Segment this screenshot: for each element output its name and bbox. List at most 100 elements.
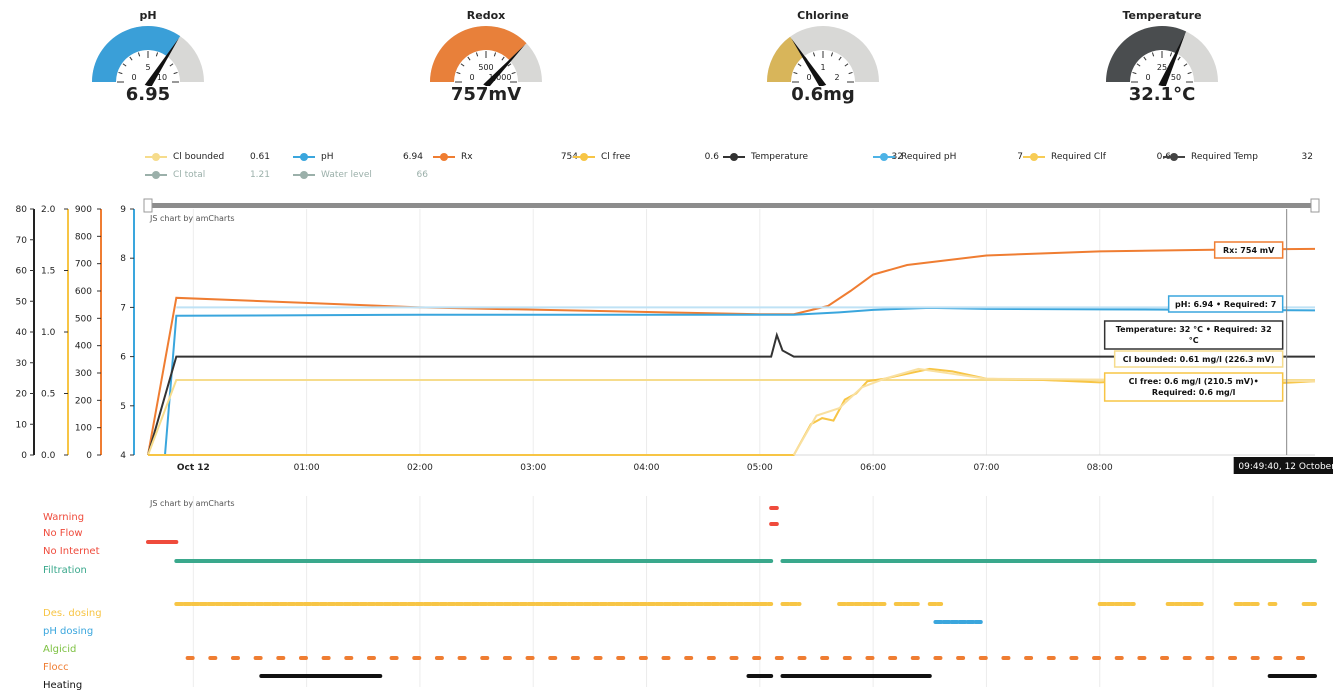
legend-marker-icon bbox=[145, 171, 167, 179]
gauge-title: Temperature bbox=[1122, 9, 1202, 22]
main-line-chart: 807060504030201002.01.51.00.50.090080070… bbox=[16, 198, 1333, 474]
cursor-label: 09:49:40, 12 October bbox=[1238, 462, 1333, 472]
balloon-text: Rx: 754 mV bbox=[1223, 246, 1275, 255]
gauge-tick bbox=[137, 52, 141, 57]
y-tick-label: 50 bbox=[16, 297, 28, 307]
status-row-label: Warning bbox=[43, 512, 85, 523]
gauge-tick bbox=[169, 63, 174, 67]
gauge-max-label: 10 bbox=[157, 73, 167, 82]
gauge-mid-label: 25 bbox=[1157, 63, 1167, 72]
y-tick-label: 20 bbox=[16, 390, 28, 400]
balloon-box bbox=[1167, 295, 1284, 313]
y-tick-label: 2.0 bbox=[41, 205, 56, 215]
legend-row: Cl bounded 0.61 pH 6.94 Rx 754 Cl free 0.6 Tempe… bbox=[145, 148, 1315, 166]
gauge-min-label: 0 bbox=[1145, 73, 1150, 82]
status-row-label: Algicid bbox=[43, 644, 77, 655]
y-tick-label: 1.5 bbox=[41, 267, 55, 277]
gauge-tick bbox=[844, 63, 849, 67]
legend-value: 6.94 bbox=[402, 152, 423, 162]
balloon-text: Cl bounded: 0.61 mg/l (226.3 mV) bbox=[1123, 355, 1275, 364]
scrollbar-right-handle[interactable] bbox=[1310, 198, 1320, 213]
gauge-min-label: 0 bbox=[806, 73, 811, 82]
x-tick-label: 08:00 bbox=[1087, 463, 1113, 473]
gauge-ph: pH 0 5 10 6.95 bbox=[48, 0, 248, 105]
x-tick-label: 01:00 bbox=[294, 463, 320, 473]
y-tick-label: 400 bbox=[75, 342, 92, 352]
gauge-reading: 32.1°C bbox=[1128, 84, 1196, 105]
y-tick-label: 10 bbox=[16, 420, 28, 430]
balloon-box bbox=[1213, 241, 1284, 259]
gauge-min-label: 0 bbox=[131, 73, 136, 82]
balloon-text: pH: 6.94 • Required: 7 bbox=[1175, 300, 1276, 309]
x-tick-label: 04:00 bbox=[634, 463, 660, 473]
y-tick-label: 200 bbox=[75, 396, 92, 406]
legend-label: pH bbox=[321, 152, 334, 162]
y-tick-label: 4 bbox=[120, 451, 126, 461]
legend-value: 32 bbox=[891, 152, 903, 162]
balloon-text: Required: 0.6 mg/l bbox=[1152, 388, 1236, 397]
legend-marker-icon bbox=[723, 153, 745, 161]
chart-credit: JS chart by amCharts bbox=[149, 214, 235, 223]
legend-label: Water level bbox=[321, 170, 372, 180]
cursor-label-box bbox=[1233, 457, 1333, 474]
series-line-required-clf bbox=[792, 367, 1316, 456]
legend-marker-icon bbox=[293, 153, 315, 161]
gauge-tick bbox=[797, 63, 802, 67]
gauge-fill bbox=[92, 26, 181, 83]
gauge-inner bbox=[1131, 51, 1193, 82]
y-tick-label: 6 bbox=[120, 353, 126, 363]
gauge-tick bbox=[1177, 56, 1181, 61]
gauge-temperature: Temperature 0 25 50 32.1°C bbox=[1062, 0, 1262, 105]
legend-label: Cl bounded bbox=[173, 152, 225, 162]
status-row-label: No Flow bbox=[43, 528, 83, 539]
y-tick-label: 40 bbox=[16, 328, 28, 338]
status-row-label: No Internet bbox=[43, 546, 100, 557]
gauge-redox: Redox 0 500 1,000 757mV bbox=[386, 0, 586, 105]
gauge-dial: 05 10 bbox=[92, 26, 204, 86]
gauge-mid-label: 5 bbox=[145, 63, 150, 72]
gauge-tick bbox=[848, 71, 853, 75]
series-line-cl-bounded bbox=[147, 378, 1315, 456]
legend-label: Required Temp bbox=[1191, 152, 1258, 162]
gauge-needle bbox=[791, 38, 827, 86]
gauge-title: Chlorine bbox=[797, 9, 849, 22]
series-line-ph bbox=[148, 306, 1316, 456]
gauge-title: pH bbox=[139, 9, 157, 22]
gauge-tick bbox=[793, 71, 798, 75]
gauge-tick bbox=[830, 52, 834, 57]
legend-marker-icon bbox=[145, 153, 167, 161]
legend-value: 0.6 bbox=[704, 152, 719, 162]
gauge-track bbox=[767, 26, 879, 82]
y-tick-label: 8 bbox=[120, 254, 126, 264]
legend-value: 66 bbox=[416, 170, 428, 180]
gauge-tick bbox=[1169, 52, 1173, 57]
x-tick-label: 02:00 bbox=[407, 463, 433, 473]
gauge-needle bbox=[144, 37, 180, 86]
gauge-tick bbox=[1183, 63, 1188, 67]
y-tick-label: 70 bbox=[16, 236, 28, 246]
legend-label: Cl free bbox=[601, 152, 631, 162]
gauge-needle bbox=[1158, 33, 1186, 86]
scrollbar-left-handle[interactable] bbox=[143, 198, 153, 213]
gauge-tick bbox=[838, 56, 842, 61]
gauge-inner bbox=[117, 51, 179, 82]
y-tick-label: 300 bbox=[75, 369, 92, 379]
legend-label: Cl total bbox=[173, 170, 206, 180]
y-tick-label: 9 bbox=[120, 205, 126, 215]
y-tick-label: 7 bbox=[120, 303, 126, 313]
gauge-max-label: 1,000 bbox=[489, 73, 512, 82]
x-tick-label: 03:00 bbox=[520, 463, 546, 473]
gauge-tick bbox=[1136, 63, 1141, 67]
legend-marker-icon bbox=[293, 171, 315, 179]
gauge-tick bbox=[511, 71, 516, 75]
gauge-reading: 6.95 bbox=[125, 84, 171, 105]
gauge-dial: 012 bbox=[767, 26, 879, 86]
y-tick-label: 0.0 bbox=[41, 451, 56, 461]
gauge-tick bbox=[173, 71, 178, 75]
balloon-box bbox=[1113, 350, 1284, 368]
gauge-mid-label: 500 bbox=[478, 63, 493, 72]
gauge-tick bbox=[460, 63, 465, 67]
gauge-tick bbox=[467, 56, 471, 61]
